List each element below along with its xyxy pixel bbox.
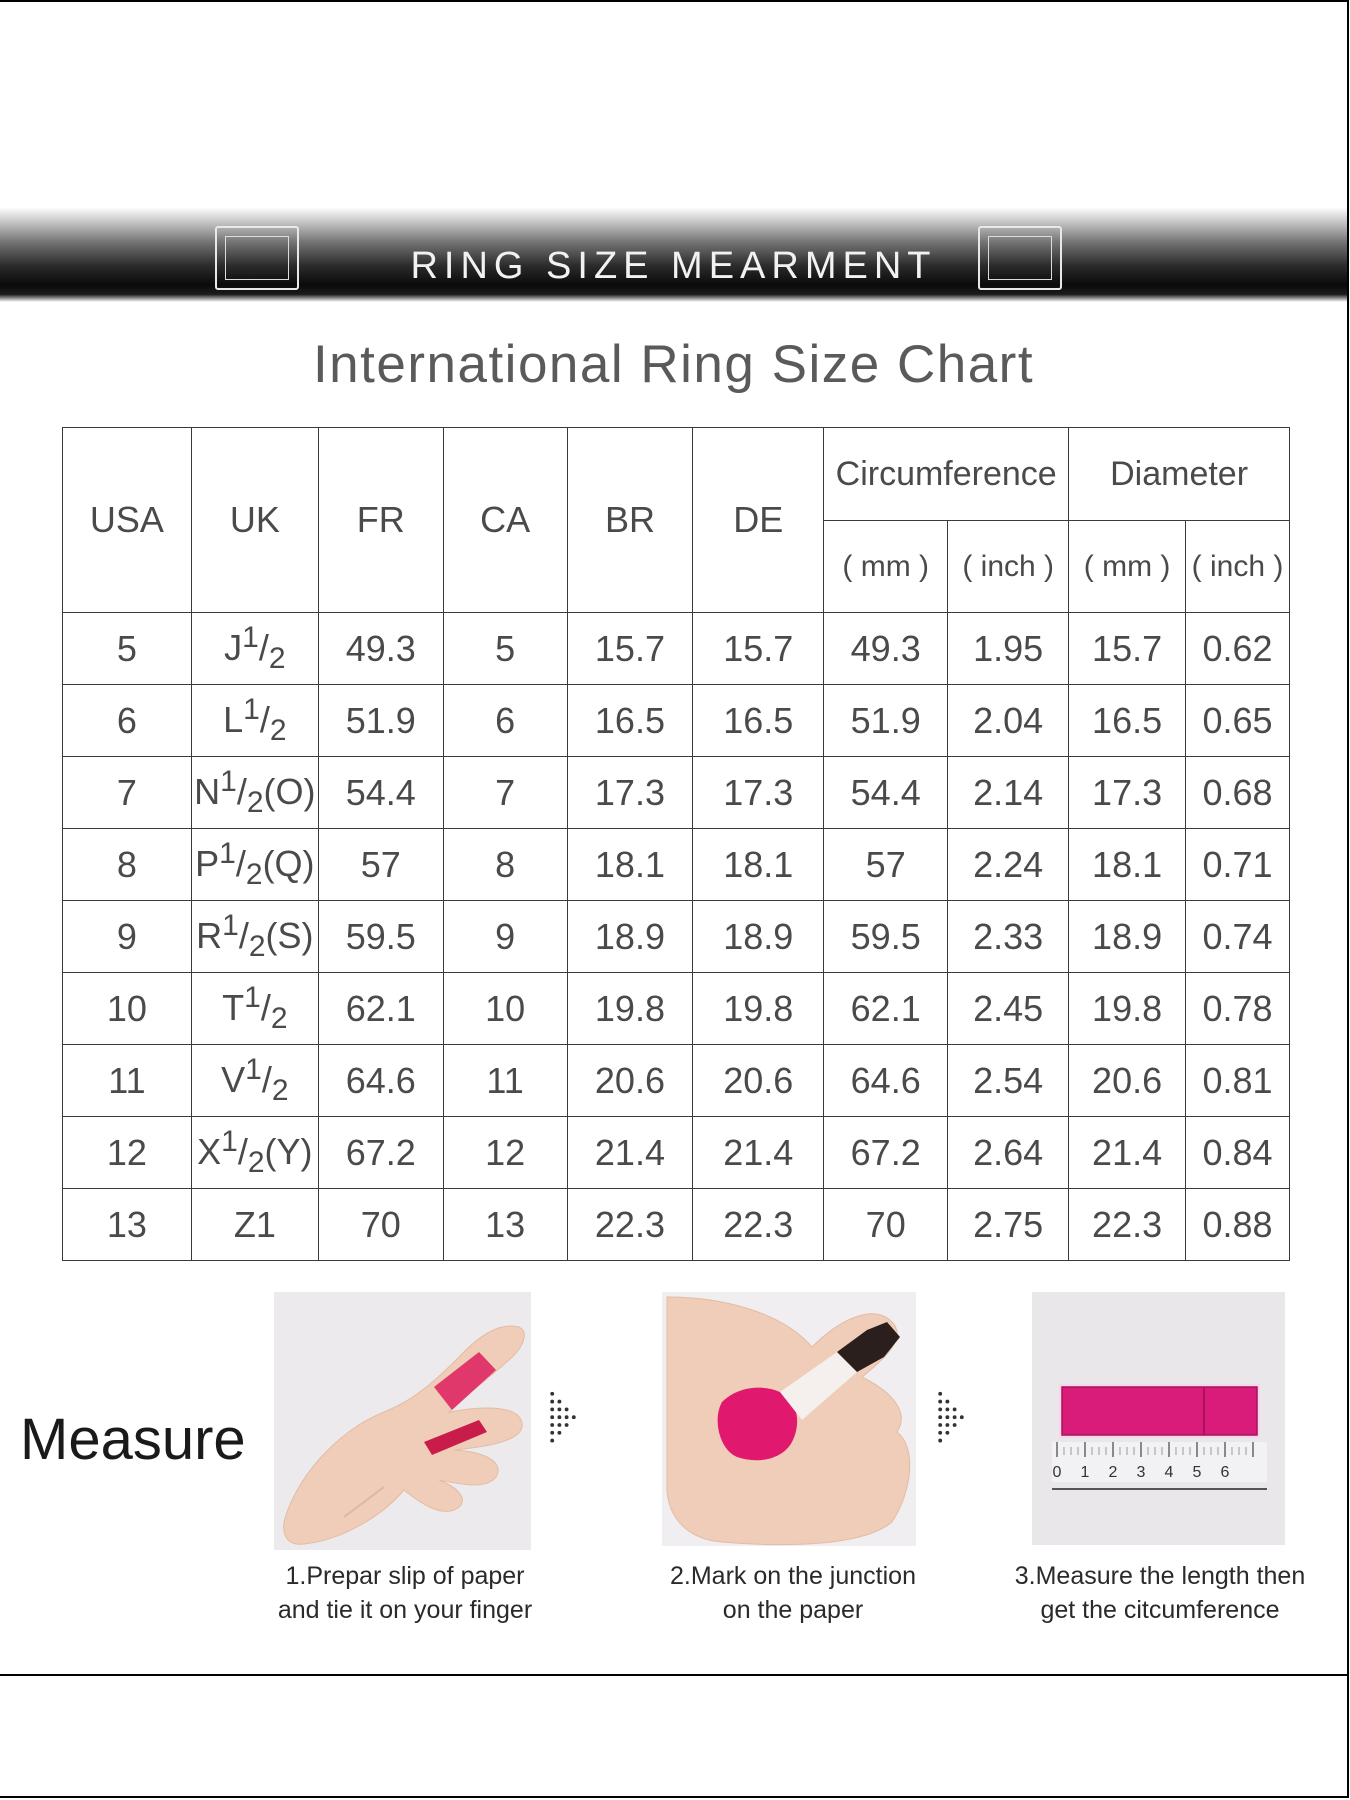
svg-text:5: 5 (1193, 1464, 1202, 1481)
svg-text:0: 0 (1053, 1464, 1062, 1481)
svg-text:3: 3 (1137, 1464, 1146, 1481)
svg-text:2: 2 (1109, 1464, 1118, 1481)
svg-text:6: 6 (1221, 1464, 1230, 1481)
svg-text:1: 1 (1081, 1464, 1090, 1481)
svg-text:4: 4 (1165, 1464, 1174, 1481)
